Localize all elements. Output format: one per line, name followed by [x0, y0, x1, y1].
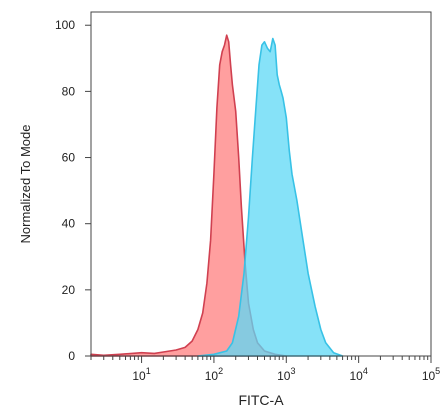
x-tick-label-base: 10	[349, 369, 363, 383]
x-tick-label: 102	[205, 366, 223, 383]
x-tick-label-exponent: 1	[146, 366, 151, 376]
x-axis-label: FITC-A	[238, 392, 284, 408]
x-axis-ticks: 101 102 103 104 105	[90, 356, 440, 383]
x-tick-label: 101	[132, 366, 150, 383]
x-tick-label-exponent: 4	[363, 366, 368, 376]
x-tick-label-base: 10	[277, 369, 291, 383]
x-tick-label: 105	[422, 366, 440, 383]
plot-area	[90, 34, 344, 357]
y-tick-label: 40	[62, 217, 76, 231]
y-tick-label: 60	[62, 151, 76, 165]
histogram-series-2	[197, 37, 344, 357]
x-tick-label-base: 10	[205, 369, 219, 383]
y-tick-label: 20	[62, 283, 76, 297]
x-tick-label: 104	[349, 366, 367, 383]
y-axis-ticks: 0 20 40 60 80 100	[55, 18, 91, 363]
x-tick-label-exponent: 3	[290, 366, 295, 376]
y-tick-label: 80	[62, 84, 76, 98]
x-tick-label-exponent: 5	[435, 366, 440, 376]
x-tick-label-exponent: 2	[218, 366, 223, 376]
y-axis-label: Normalized To Mode	[18, 125, 33, 244]
y-tick-label: 0	[68, 349, 75, 363]
plot-frame	[90, 11, 432, 357]
x-tick-label-base: 10	[422, 369, 436, 383]
x-tick-label: 103	[277, 366, 295, 383]
x-tick-label-base: 10	[132, 369, 146, 383]
y-tick-label: 100	[55, 18, 75, 32]
